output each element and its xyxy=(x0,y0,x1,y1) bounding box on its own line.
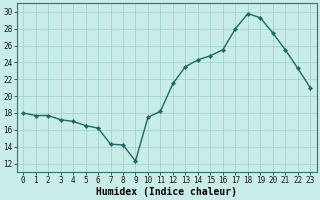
X-axis label: Humidex (Indice chaleur): Humidex (Indice chaleur) xyxy=(96,186,237,197)
